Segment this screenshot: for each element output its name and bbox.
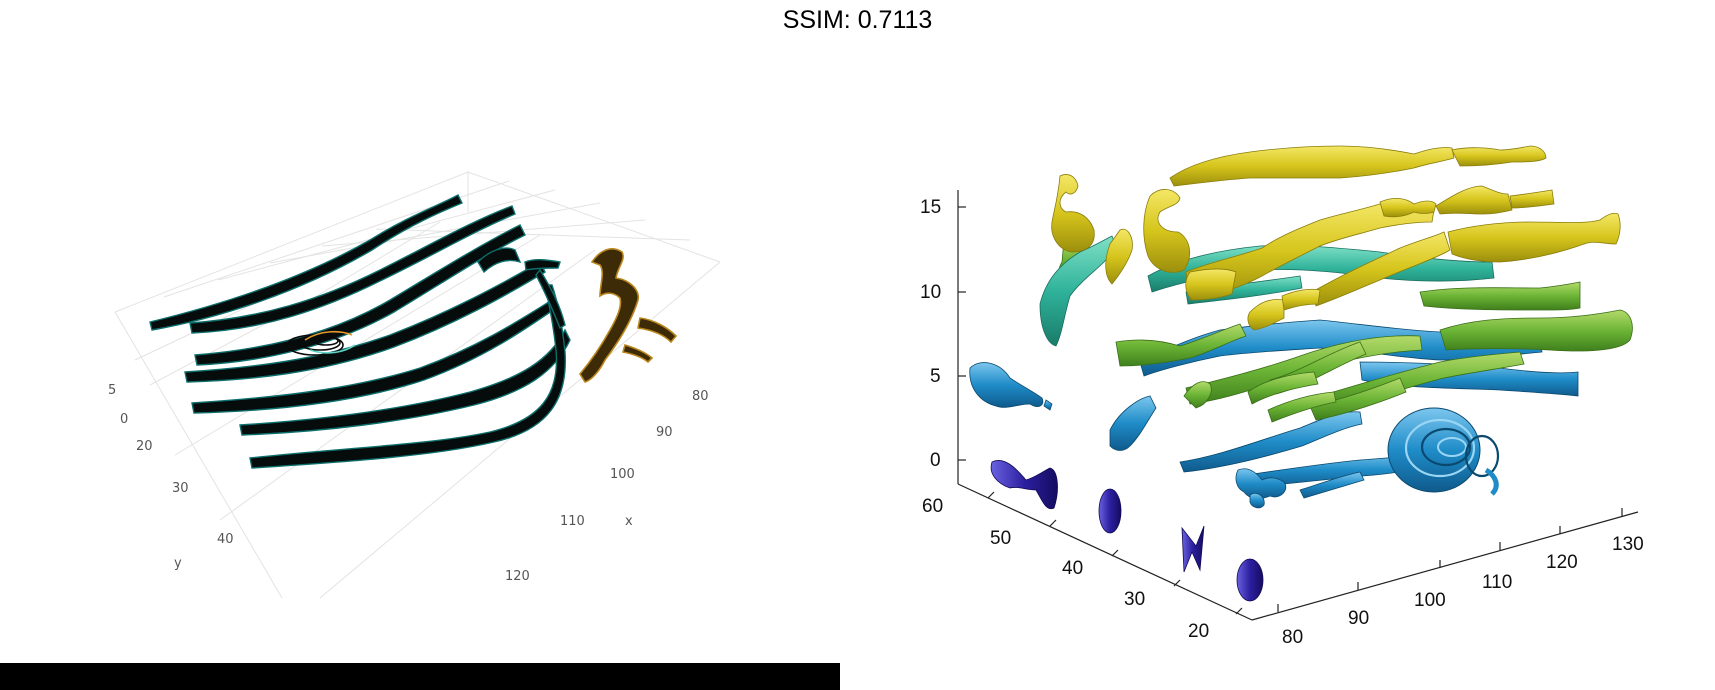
left-tube [477,247,522,274]
left-x-ticks: 80 90 100 110 120 x [505,389,709,584]
right-x-tick: 100 [1414,590,1446,611]
left-swirl [286,330,356,356]
right-y-ticks: 20 30 40 50 60 [922,496,1209,642]
left-y-ticks: 20 30 40 y [136,439,234,571]
right-x-tick: 120 [1546,552,1578,573]
left-y-axis-label: y [174,556,182,571]
left-tube [249,284,566,469]
right-x-tick: 130 [1612,534,1644,555]
right-tube [1105,228,1133,285]
right-blue-swirl [1387,407,1500,496]
right-swirl [1387,407,1481,493]
right-x-tick: 80 [1282,627,1303,648]
left-z-tick: 0 [120,412,128,427]
right-blob [990,460,1058,510]
right-tube [1435,185,1513,215]
right-tube [1311,231,1451,307]
right-x-tick: 90 [1348,608,1369,629]
right-tube [1299,471,1365,499]
left-x-axis-label: x [625,514,633,529]
left-orange-tube [579,248,678,383]
left-tube [239,328,571,436]
left-tube [579,248,640,383]
left-tube [149,194,463,331]
left-z-ticks: 0 5 [108,383,128,427]
right-tube [1247,371,1319,405]
right-green-tubes [1058,238,1633,423]
right-y-tick: 30 [1124,589,1145,610]
right-blob [1181,525,1205,573]
right-tube [1179,411,1363,473]
right-3d-axes [957,190,1639,621]
right-tube [1509,189,1555,209]
right-y-tick: 60 [922,496,943,517]
right-blob [1098,488,1122,534]
right-tube [1267,391,1337,423]
left-tube [637,317,678,344]
right-tube [1451,145,1547,167]
right-tube [1439,309,1633,352]
left-grid [114,171,721,599]
left-y-tick: 30 [172,481,189,496]
right-tube [1185,268,1237,301]
left-x-tick: 90 [656,425,673,440]
right-tube [1109,395,1157,451]
left-y-tick: 40 [217,532,234,547]
left-3d-axes [114,171,721,599]
right-tube [1183,381,1212,409]
chart-title: SSIM: 0.7113 [782,6,933,34]
right-tube [1281,288,1321,311]
left-x-tick: 80 [692,389,709,404]
right-tube [1249,492,1265,509]
left-x-tick: 100 [610,467,635,482]
right-x-axis-line [1251,511,1639,621]
right-tube [1185,202,1435,301]
right-tube [1247,299,1285,331]
left-tube [535,268,566,330]
right-tube [1043,399,1053,411]
left-tubes [149,194,571,469]
right-tube [1309,377,1407,421]
right-tube [1419,281,1581,311]
right-y-tick: 20 [1188,621,1209,642]
left-tube [524,259,561,271]
right-tube [1143,189,1191,273]
left-x-tick: 120 [505,569,530,584]
right-tube [1051,174,1095,253]
right-z-tick: 15 [920,197,941,218]
right-y-axis-line [957,483,1253,621]
right-x-tick: 110 [1482,572,1512,593]
right-tube [1169,145,1455,187]
right-tube [1039,235,1114,347]
right-indigo-blobs [990,460,1264,602]
left-z-tick: 5 [108,383,116,398]
left-tube [621,344,654,364]
right-blob [1236,558,1264,602]
right-tube [1447,212,1621,263]
left-tube [189,205,516,334]
right-tube [1115,323,1247,367]
right-x-ticks: 80 90 100 110 120 130 [1282,534,1644,648]
left-x-tick: 110 [560,514,585,529]
right-z-tick: 5 [930,366,941,387]
right-z-ticks: 0 5 10 15 [920,197,941,471]
bottom-black-bar [0,663,840,690]
right-tube [1235,468,1287,500]
left-y-tick: 20 [136,439,153,454]
right-y-tick: 50 [990,528,1011,549]
right-tube [1379,198,1437,218]
right-z-tick: 0 [930,450,941,471]
right-z-tick: 10 [920,282,941,303]
right-y-tick: 40 [1062,558,1083,579]
right-tube [969,362,1044,408]
right-yellow-tubes [1051,145,1621,331]
